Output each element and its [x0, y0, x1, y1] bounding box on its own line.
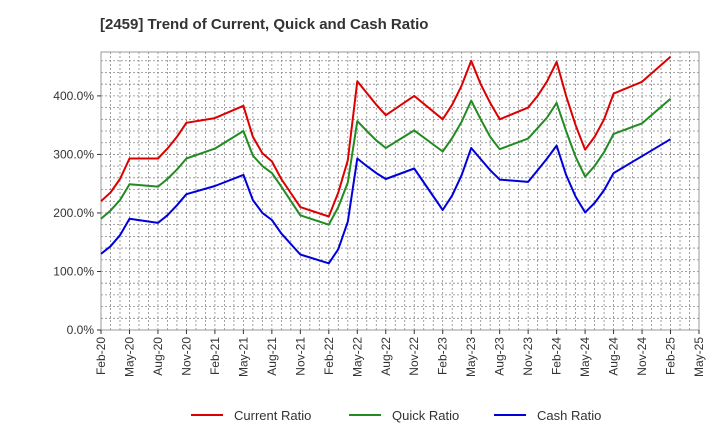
x-tick-label: Aug-20 — [151, 337, 165, 376]
x-tick-label: Feb-22 — [322, 337, 336, 375]
quick-ratio-line — [100, 98, 672, 226]
x-tick-label: Nov-24 — [635, 337, 649, 376]
x-tick-label: May-21 — [236, 337, 250, 377]
y-axis-ticks: 0.0% 100.0% 200.0% 300.0% 400.0% — [53, 89, 101, 337]
y-tick-label: 100.0% — [53, 264, 94, 278]
current-ratio-line — [100, 55, 672, 218]
x-tick-label: Nov-20 — [179, 337, 193, 376]
y-tick-label: 200.0% — [53, 206, 94, 220]
x-tick-label: Aug-24 — [607, 337, 621, 376]
chart-title: [2459] Trend of Current, Quick and Cash … — [100, 16, 428, 33]
x-tick-label: Feb-25 — [664, 337, 678, 375]
quick-ratio-legend-label: Quick Ratio — [392, 408, 459, 423]
x-tick-label: Aug-23 — [493, 337, 507, 376]
x-tick-label: Feb-24 — [550, 337, 564, 375]
series-lines — [100, 55, 672, 265]
x-tick-label: May-25 — [692, 337, 706, 377]
legend: Current Ratio Quick Ratio Cash Ratio — [191, 408, 601, 423]
x-tick-label: Nov-22 — [407, 337, 421, 376]
x-tick-label: May-23 — [464, 337, 478, 377]
grid — [100, 52, 700, 331]
plot-frame — [100, 51, 700, 331]
y-tick-label: 300.0% — [53, 147, 94, 161]
x-axis-ticks: Feb-20 May-20 Aug-20 Nov-20 Feb-21 May-21 Aug-… — [94, 330, 706, 377]
y-tick-label: 0.0% — [67, 323, 95, 337]
x-tick-label: Aug-22 — [379, 337, 393, 376]
y-tick-label: 400.0% — [53, 89, 94, 103]
x-tick-label: Nov-21 — [293, 337, 307, 376]
x-tick-label: Feb-20 — [94, 337, 108, 375]
x-tick-label: Aug-21 — [265, 337, 279, 376]
x-tick-label: Feb-21 — [208, 337, 222, 375]
x-tick-label: May-20 — [122, 337, 136, 377]
x-tick-label: Nov-23 — [521, 337, 535, 376]
x-tick-label: May-22 — [350, 337, 364, 377]
x-tick-label: Feb-23 — [436, 337, 450, 375]
current-ratio-legend-label: Current Ratio — [234, 408, 311, 423]
cash-ratio-legend-label: Cash Ratio — [537, 408, 601, 423]
x-tick-label: May-24 — [578, 337, 592, 377]
cash-ratio-line — [100, 138, 672, 265]
